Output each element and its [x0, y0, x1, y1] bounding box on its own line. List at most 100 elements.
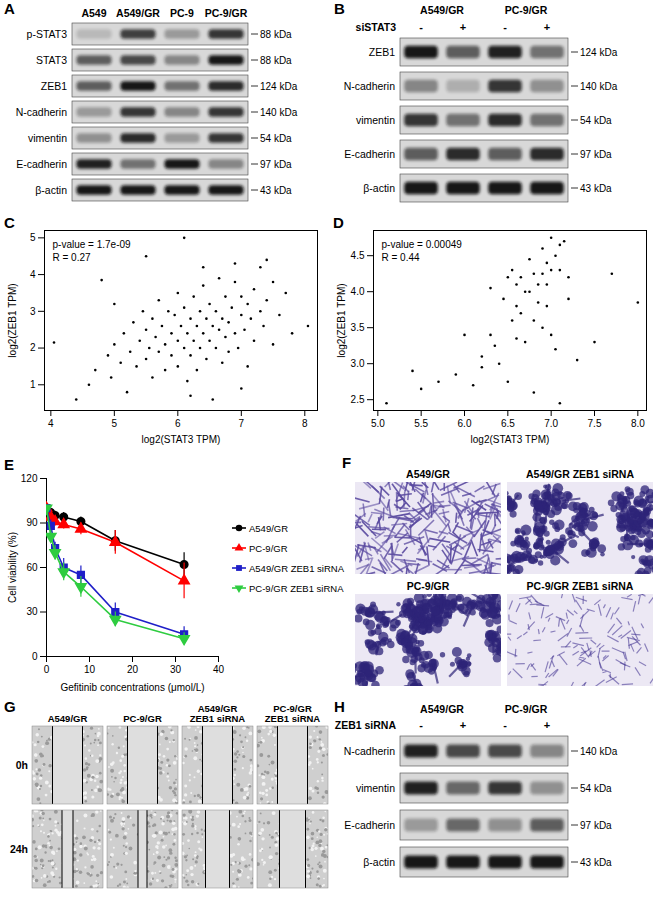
svg-text:siSTAT3: siSTAT3	[356, 21, 397, 33]
svg-text:p-STAT3: p-STAT3	[27, 28, 68, 40]
svg-text:4: 4	[48, 418, 54, 429]
svg-text:124 kDa: 124 kDa	[260, 81, 298, 92]
svg-text:4: 4	[30, 269, 36, 280]
svg-text:120: 120	[21, 473, 38, 484]
svg-text:7: 7	[239, 418, 245, 429]
svg-text:ZEB1 siRNA: ZEB1 siRNA	[265, 713, 321, 724]
svg-text:ZEB1: ZEB1	[41, 80, 67, 92]
svg-text:6.0: 6.0	[458, 418, 472, 429]
svg-text:A549/GR: A549/GR	[406, 468, 450, 480]
svg-text:+: +	[544, 21, 550, 33]
svg-text:E-cadherin: E-cadherin	[16, 158, 67, 170]
svg-text:140 kDa: 140 kDa	[260, 107, 298, 118]
svg-text:PC-9/GR: PC-9/GR	[273, 703, 312, 714]
svg-text:2.5: 2.5	[351, 394, 365, 405]
svg-text:β-actin: β-actin	[35, 184, 67, 196]
svg-text:5.0: 5.0	[371, 418, 385, 429]
svg-text:A549/GR ZEB1 siRNA: A549/GR ZEB1 siRNA	[526, 468, 634, 480]
svg-text:ZEB1: ZEB1	[369, 46, 395, 58]
svg-text:97 kDa: 97 kDa	[580, 149, 612, 160]
svg-text:3.5: 3.5	[351, 322, 365, 333]
svg-text:N-cadherin: N-cadherin	[344, 745, 396, 757]
svg-text:A549/GR: A549/GR	[48, 713, 88, 724]
svg-text:54 kDa: 54 kDa	[260, 133, 292, 144]
svg-text:43 kDa: 43 kDa	[580, 857, 612, 868]
svg-text:24h: 24h	[10, 843, 28, 855]
svg-text:p-value = 0.00049: p-value = 0.00049	[382, 239, 463, 250]
svg-text:STAT3: STAT3	[36, 54, 67, 66]
svg-text:PC-9/GR: PC-9/GR	[505, 4, 548, 16]
svg-text:ZEB1 siRNA: ZEB1 siRNA	[335, 719, 397, 731]
svg-text:8.0: 8.0	[631, 418, 645, 429]
svg-text:PC-9: PC-9	[170, 7, 194, 19]
svg-text:A549/GR: A549/GR	[249, 523, 288, 534]
svg-text:124 kDa: 124 kDa	[580, 47, 618, 58]
svg-text:E: E	[4, 456, 14, 473]
svg-text:88 kDa: 88 kDa	[260, 55, 292, 66]
svg-text:A549/GR: A549/GR	[420, 4, 464, 16]
svg-text:PC-9/GR: PC-9/GR	[407, 580, 450, 592]
svg-text:4.5: 4.5	[351, 250, 365, 261]
svg-text:90: 90	[26, 517, 38, 528]
svg-text:97 kDa: 97 kDa	[580, 820, 612, 831]
svg-text:PC-9/GR: PC-9/GR	[205, 7, 248, 19]
svg-text:N-cadherin: N-cadherin	[344, 80, 396, 92]
svg-text:+: +	[460, 719, 466, 731]
svg-text:A549/GR: A549/GR	[198, 703, 238, 714]
svg-text:Gefitinib concentrations (μmol: Gefitinib concentrations (μmol/L)	[60, 682, 204, 693]
svg-text:N-cadherin: N-cadherin	[16, 106, 68, 118]
svg-text:log2(ZEB1 TPM): log2(ZEB1 TPM)	[7, 283, 18, 357]
svg-text:Cell viability (%): Cell viability (%)	[7, 532, 18, 603]
svg-text:A549/GR: A549/GR	[116, 7, 160, 19]
svg-text:-: -	[503, 21, 507, 33]
svg-text:vimentin: vimentin	[28, 132, 67, 144]
svg-text:β-actin: β-actin	[363, 856, 395, 868]
svg-text:60: 60	[26, 562, 38, 573]
svg-text:6.5: 6.5	[501, 418, 515, 429]
svg-text:ZEB1 siRNA: ZEB1 siRNA	[190, 713, 246, 724]
svg-text:-: -	[419, 719, 423, 731]
svg-text:+: +	[544, 719, 550, 731]
svg-text:10: 10	[84, 664, 96, 675]
svg-text:43 kDa: 43 kDa	[260, 185, 292, 196]
svg-text:R = 0.27: R = 0.27	[53, 252, 92, 263]
svg-text:A: A	[4, 0, 15, 17]
svg-text:log2(STAT3 TPM): log2(STAT3 TPM)	[142, 434, 221, 445]
svg-text:6: 6	[175, 418, 181, 429]
svg-text:log2(ZEB1 TPM): log2(ZEB1 TPM)	[336, 283, 347, 357]
svg-text:30: 30	[26, 606, 38, 617]
svg-text:PC-9/GR: PC-9/GR	[505, 703, 548, 715]
svg-text:0: 0	[44, 664, 50, 675]
svg-text:3.0: 3.0	[351, 358, 365, 369]
svg-text:7.0: 7.0	[544, 418, 558, 429]
svg-text:0h: 0h	[16, 759, 28, 771]
svg-text:+: +	[460, 21, 466, 33]
svg-text:5.5: 5.5	[414, 418, 428, 429]
svg-text:B: B	[334, 0, 345, 17]
svg-text:4.0: 4.0	[351, 286, 365, 297]
svg-text:A549/GR: A549/GR	[420, 703, 464, 715]
svg-text:5: 5	[30, 232, 36, 243]
svg-text:54 kDa: 54 kDa	[580, 783, 612, 794]
svg-text:7.5: 7.5	[588, 418, 602, 429]
svg-text:2: 2	[30, 342, 36, 353]
svg-text:β-actin: β-actin	[363, 182, 395, 194]
svg-text:0: 0	[32, 651, 38, 662]
svg-text:43 kDa: 43 kDa	[580, 183, 612, 194]
svg-text:vimentin: vimentin	[356, 114, 395, 126]
svg-text:3: 3	[30, 306, 36, 317]
svg-text:C: C	[4, 214, 15, 231]
svg-text:8: 8	[302, 418, 308, 429]
svg-text:vimentin: vimentin	[356, 782, 395, 794]
svg-text:-: -	[503, 719, 507, 731]
svg-text:E-cadherin: E-cadherin	[344, 148, 395, 160]
svg-text:88 kDa: 88 kDa	[260, 29, 292, 40]
svg-text:D: D	[333, 214, 344, 231]
svg-text:54 kDa: 54 kDa	[580, 115, 612, 126]
svg-text:PC-9/GR: PC-9/GR	[249, 543, 288, 554]
svg-text:log2(STAT3 TPM): log2(STAT3 TPM)	[471, 434, 550, 445]
svg-text:A549: A549	[81, 7, 106, 19]
svg-text:97 kDa: 97 kDa	[260, 159, 292, 170]
svg-text:30: 30	[170, 664, 182, 675]
svg-text:PC-9/GR: PC-9/GR	[123, 713, 162, 724]
